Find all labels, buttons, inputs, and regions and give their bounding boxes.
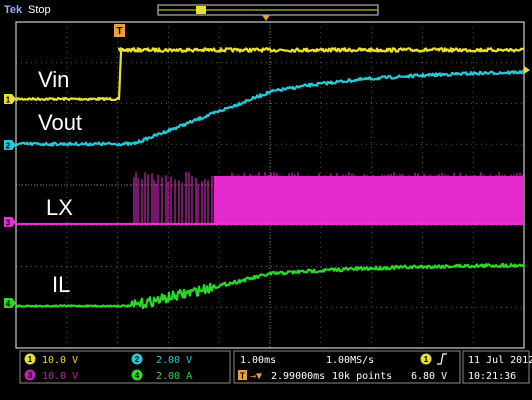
trigger-level-arrow-icon	[524, 66, 530, 74]
rising-edge-icon	[437, 353, 447, 365]
il-label: IL	[52, 272, 70, 297]
vin-trace	[15, 47, 525, 102]
ch3-badge-icon	[24, 369, 36, 381]
trigger-position-arrow-icon	[262, 15, 270, 21]
ch2-marker-label: 2	[6, 142, 11, 151]
ch4-badge-icon	[131, 369, 143, 381]
lx-switching-band	[214, 176, 524, 224]
ch3-marker-icon[interactable]: 3	[4, 217, 16, 228]
timebase-box[interactable]: 1.00ms 1.00MS/s T →▼ 2.99000ms 10k point…	[233, 350, 461, 384]
ch2-scale: 2.00 V	[156, 355, 192, 366]
trigger-marker-icon[interactable]: T	[114, 24, 125, 37]
trigger-source-label: 1	[424, 355, 429, 364]
lx-label: LX	[46, 195, 73, 220]
ch3-marker-label: 3	[6, 219, 11, 228]
ch4-marker-label: 4	[6, 300, 11, 309]
record-length-value: 10k points	[332, 371, 392, 382]
brand-label: Tek	[4, 4, 23, 16]
vout-trace	[15, 69, 526, 147]
trigger-pos-icon	[238, 370, 247, 380]
trigger-level-value: 6.80 V	[411, 371, 447, 382]
ch1-badge-label: 1	[28, 355, 33, 364]
datetime-box: 11 Jul 2012 10:21:36	[462, 350, 532, 384]
trigger-source-badge-icon	[420, 353, 432, 365]
ch1-badge-icon	[24, 353, 36, 365]
ch2-marker-icon[interactable]: 2	[4, 140, 16, 151]
ch2-badge-icon	[131, 353, 143, 365]
ch3-badge-label: 3	[28, 371, 33, 380]
channel-scale-box[interactable]: 1 10.0 V 2 2.00 V 3 10.0 V 4 2.00 A	[19, 350, 231, 384]
ch1-scale: 10.0 V	[42, 355, 78, 366]
record-window-marker	[196, 6, 206, 14]
il-trace	[15, 262, 525, 310]
ch1-marker-label: 1	[6, 96, 11, 105]
ch1-marker-icon[interactable]: 1	[4, 94, 16, 105]
ch4-marker-icon[interactable]: 4	[4, 298, 16, 309]
waveform-traces	[15, 47, 526, 310]
date-value: 11 Jul 2012	[468, 355, 532, 366]
ch3-scale: 10.0 V	[42, 371, 78, 382]
run-state-label: Stop	[28, 4, 51, 16]
time-value: 10:21:36	[468, 371, 516, 382]
ch2-badge-label: 2	[135, 355, 140, 364]
trigger-pos-icon-label: T	[240, 372, 245, 381]
timebase-value: 1.00ms	[240, 355, 276, 366]
vout-label: Vout	[38, 110, 82, 135]
readout-panel	[0, 350, 532, 400]
vin-label: Vin	[38, 67, 69, 92]
ch4-scale: 2.00 A	[156, 371, 192, 382]
trigger-position-value: 2.99000ms	[271, 371, 325, 382]
ch4-badge-label: 4	[135, 371, 140, 380]
trigger-marker-label: T	[116, 26, 122, 37]
sample-rate-value: 1.00MS/s	[326, 355, 374, 366]
trigger-pos-arrow: →▼	[250, 371, 262, 382]
